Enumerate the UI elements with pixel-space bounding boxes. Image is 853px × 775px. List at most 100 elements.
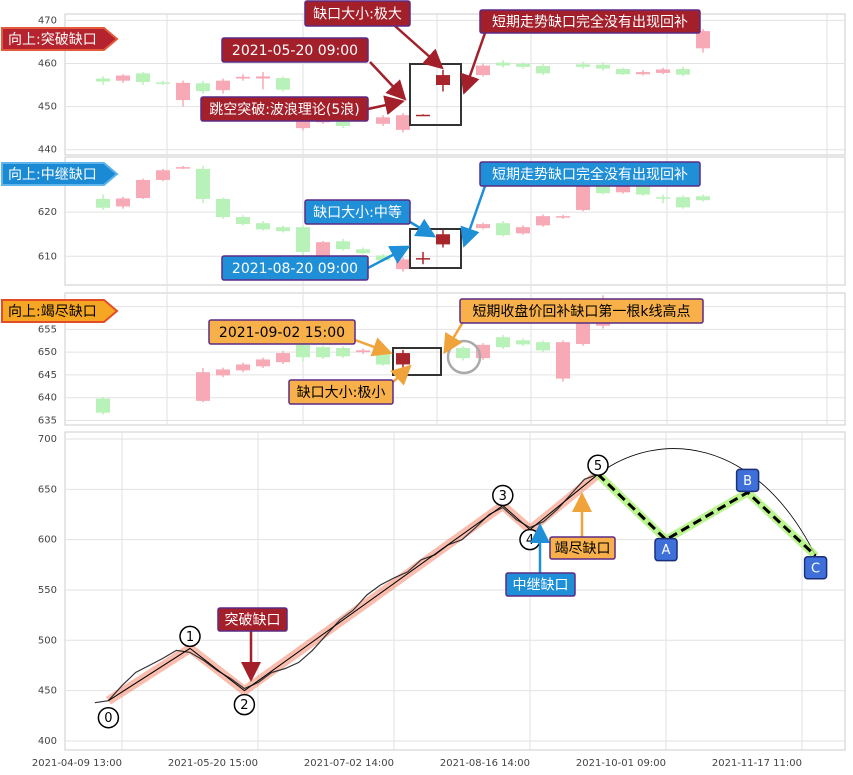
- candle-body: [676, 69, 690, 75]
- annotation-arrow: [367, 245, 411, 270]
- candle-body: [536, 66, 550, 74]
- annotation-box: [200, 96, 369, 122]
- candle-body: [496, 337, 510, 348]
- panel-frame: [64, 156, 846, 286]
- y-tick-label: 450: [38, 686, 57, 697]
- gap-fill-circle: [446, 339, 482, 375]
- annotation-box: [304, 0, 411, 27]
- candle-body: [616, 183, 630, 193]
- annotation-text: 跳空突破:波浪理论(5浪): [209, 102, 360, 118]
- y-tick-label: 470: [38, 15, 57, 26]
- panel-frame: [64, 431, 846, 751]
- candle-body: [696, 196, 710, 201]
- candle-body: [576, 182, 590, 210]
- candle-body: [256, 76, 270, 79]
- candle-body: [196, 372, 210, 401]
- candle-body: [656, 69, 670, 73]
- annotation-box: [549, 536, 616, 560]
- annotation-arrow: [443, 321, 465, 355]
- annotation-box: [221, 37, 369, 63]
- wave-marker: [492, 484, 514, 507]
- candle-body: [156, 170, 170, 180]
- candle-body: [396, 259, 410, 270]
- wave-label: 1: [186, 630, 194, 645]
- candle-body: [156, 82, 170, 84]
- candle-body: [236, 364, 250, 371]
- y-tick-label: 440: [38, 145, 57, 156]
- annotation-text: 中继缺口: [513, 578, 569, 594]
- x-tick-label: 2021-07-02 14:00: [304, 758, 394, 769]
- price-line: [94, 473, 599, 704]
- annotation-box: [479, 161, 701, 187]
- candle-body: [636, 183, 650, 195]
- annotation-box: [221, 255, 369, 281]
- annotation-text: 缺口大小:极小: [297, 385, 386, 401]
- x-tick-label: 2021-11-17 11:00: [712, 758, 802, 769]
- candle-body: [636, 72, 650, 75]
- candle-body: [476, 224, 490, 229]
- annotation-box: [505, 572, 576, 597]
- annotation-arrow: [390, 364, 412, 386]
- wave-marker: [233, 693, 256, 716]
- panel-frame: [64, 13, 846, 156]
- wave-marker: [587, 454, 609, 477]
- y-tick-label: 635: [38, 415, 57, 426]
- candle-body: [336, 241, 350, 250]
- x-tick-label: 2021-05-20 15:00: [168, 758, 258, 769]
- wave-marker: [179, 625, 201, 648]
- tag-arrow: [1, 27, 119, 51]
- candle-body: [376, 117, 390, 124]
- wave-marker: [97, 706, 120, 729]
- candle-body: [196, 168, 210, 199]
- annotation-box: [288, 379, 394, 405]
- wave-label: A: [662, 543, 671, 558]
- wave-label: B: [743, 474, 752, 489]
- candle-body: [556, 216, 570, 218]
- annotation-text: 缺口大小:中等: [313, 204, 402, 221]
- annotation-arrow: [354, 337, 393, 357]
- tag-arrow: [1, 162, 119, 186]
- y-tick-label: 610: [38, 251, 57, 262]
- wave-marker: [654, 537, 678, 562]
- wave-label: 3: [499, 489, 507, 504]
- annotation-text: 竭尽缺口: [555, 541, 611, 557]
- candle-body: [416, 114, 430, 117]
- candle-body: [276, 227, 290, 232]
- candle-body: [516, 63, 530, 67]
- y-tick-label: 550: [38, 585, 57, 596]
- candle-body: [556, 342, 570, 379]
- candle-body: [96, 198, 110, 208]
- y-tick-label: 655: [38, 324, 57, 335]
- candle-body: [276, 78, 290, 90]
- wave-label: 5: [594, 459, 602, 474]
- y-tick-label: 450: [38, 102, 57, 113]
- gap-box: [409, 228, 462, 269]
- annotation-text: 2021-09-02 15:00: [219, 325, 345, 341]
- wave-line: [108, 473, 599, 702]
- candle-body: [256, 359, 270, 367]
- y-tick-label: 650: [38, 484, 57, 495]
- x-tick-label: 2021-04-09 13:00: [32, 758, 122, 769]
- y-tick-label: 650: [38, 347, 57, 358]
- projection-arc: [597, 448, 816, 556]
- candle-body: [316, 347, 330, 358]
- candle-body: [416, 258, 430, 260]
- annotation-box: [459, 298, 704, 324]
- candle-body: [176, 82, 190, 101]
- wave-label: 2: [240, 698, 248, 713]
- annotation-text: 突破缺口: [225, 613, 281, 629]
- tag-text: 向上:中继缺口: [8, 167, 97, 183]
- candle-body: [116, 198, 130, 207]
- candle-body: [576, 64, 590, 67]
- candle-body: [656, 197, 670, 199]
- y-tick-label: 400: [38, 736, 57, 747]
- candle-body: [696, 31, 710, 49]
- annotation-text: 短期走势缺口完全没有出现回补: [492, 166, 688, 183]
- candle-body: [436, 75, 450, 85]
- candle-body: [216, 369, 230, 376]
- candle-body: [616, 69, 630, 75]
- candle-body: [496, 62, 510, 66]
- candle-body: [236, 217, 250, 225]
